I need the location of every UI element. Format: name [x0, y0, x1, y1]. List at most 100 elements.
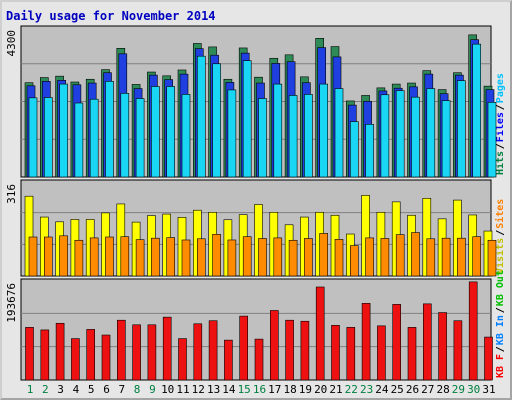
bar-sites-day-15 [242, 236, 252, 277]
bar-kb-f-day-31 [484, 336, 493, 381]
bar-sites-day-22 [349, 245, 359, 277]
x-tick-label-7: 7 [118, 383, 125, 396]
legend-pages: Pages [495, 73, 506, 103]
bar-sites-day-31 [487, 239, 497, 277]
x-tick-label-27: 27 [421, 383, 434, 396]
bar-kb-f-day-22 [346, 327, 356, 381]
x-tick-label-30: 30 [467, 383, 480, 396]
x-tick-label-19: 19 [299, 383, 312, 396]
bar-kb-f-day-13 [208, 320, 218, 381]
bar-kb-f-day-23 [361, 303, 371, 381]
bar-kb-f-day-20 [315, 286, 325, 381]
bar-kb-f-day-26 [407, 327, 417, 381]
legend-separator: / [495, 104, 506, 110]
bar-kb-f-day-3 [55, 322, 65, 381]
bar-kb-f-day-11 [178, 338, 187, 381]
bar-sites-day-4 [74, 239, 84, 277]
bar-sites-day-16 [258, 238, 267, 277]
bar-pages-day-10 [166, 86, 175, 178]
bar-sites-day-2 [43, 236, 53, 277]
bar-kb-f-day-25 [392, 304, 402, 381]
bar-kb-f-day-16 [254, 338, 264, 381]
bar-pages-day-27 [426, 88, 436, 178]
bar-sites-day-17 [273, 237, 283, 277]
bar-pages-day-8 [135, 98, 145, 178]
bar-sites-day-25 [395, 234, 405, 277]
bar-kb-f-day-5 [86, 329, 95, 381]
bar-sites-day-8 [135, 239, 145, 277]
bar-kb-f-day-8 [132, 324, 141, 381]
legend-kb-in: KB In [495, 315, 506, 345]
bar-pages-day-18 [288, 95, 298, 178]
bar-kb-f-day-14 [224, 339, 233, 381]
bar-sites-day-27 [426, 238, 436, 277]
x-tick-label-3: 3 [57, 383, 64, 396]
x-tick-label-6: 6 [103, 383, 110, 396]
bar-kb-f-day-28 [438, 312, 447, 381]
bar-sites-day-19 [304, 238, 313, 277]
bar-sites-day-24 [380, 238, 390, 277]
legend-separator: / [495, 307, 506, 313]
bar-pages-day-31 [487, 102, 497, 178]
bar-sites-day-13 [212, 234, 221, 277]
x-tick-label-1: 1 [27, 383, 34, 396]
bar-pages-day-9 [151, 86, 160, 178]
bar-kb-f-day-30 [468, 281, 478, 381]
x-tick-label-11: 11 [176, 383, 189, 396]
x-tick-label-25: 25 [391, 383, 404, 396]
bar-sites-day-9 [151, 237, 160, 277]
bar-pages-day-12 [197, 55, 206, 178]
bar-sites-day-14 [227, 239, 237, 277]
bar-kb-f-day-15 [239, 315, 248, 381]
bar-pages-day-20 [319, 83, 329, 178]
bar-kb-f-day-12 [193, 323, 203, 381]
bar-pages-day-22 [349, 121, 359, 178]
bar-pages-day-13 [212, 63, 221, 178]
x-tick-label-9: 9 [149, 383, 156, 396]
bar-pages-day-26 [411, 96, 420, 178]
bar-sites-day-30 [472, 236, 482, 277]
bar-kb-f-day-10 [162, 316, 172, 381]
bar-sites-day-28 [441, 237, 451, 277]
bar-kb-f-day-4 [71, 338, 80, 381]
bar-pages-day-23 [365, 124, 374, 178]
bar-sites-day-29 [457, 237, 466, 277]
x-tick-label-10: 10 [161, 383, 174, 396]
bar-pages-day-19 [304, 94, 313, 178]
bar-sites-day-23 [365, 237, 374, 277]
bar-pages-day-14 [227, 89, 237, 178]
bar-sites-day-5 [89, 237, 99, 277]
bar-kb-f-day-21 [331, 325, 340, 381]
bar-kb-f-day-7 [117, 319, 126, 381]
bar-pages-day-16 [258, 98, 267, 178]
bar-pages-day-24 [380, 94, 390, 178]
x-tick-label-22: 22 [345, 383, 358, 396]
bar-pages-day-21 [334, 88, 344, 178]
x-tick-label-24: 24 [375, 383, 389, 396]
bar-sites-day-6 [105, 236, 114, 277]
legend-hits: Hits [494, 151, 506, 175]
bar-pages-day-30 [472, 43, 482, 178]
legend-kb-out: KB Out [495, 270, 506, 306]
bar-kb-f-day-19 [300, 320, 310, 381]
x-tick-label-31: 31 [482, 383, 495, 396]
x-tick-label-14: 14 [222, 383, 236, 396]
bar-kb-f-day-9 [147, 324, 157, 381]
x-tick-label-15: 15 [238, 383, 251, 396]
bar-pages-day-15 [242, 60, 252, 178]
x-tick-label-2: 2 [42, 383, 49, 396]
x-tick-label-29: 29 [452, 383, 465, 396]
legend-separator: / [495, 143, 506, 149]
x-tick-label-5: 5 [88, 383, 95, 396]
bar-pages-day-28 [441, 100, 451, 178]
bar-kb-f-day-17 [269, 310, 279, 381]
x-tick-label-8: 8 [134, 383, 141, 396]
legend-files: Files [494, 112, 506, 142]
y-max-label: 4300 [5, 30, 18, 57]
bar-kb-f-day-29 [453, 320, 463, 381]
bar-pages-day-5 [89, 98, 99, 178]
x-tick-label-12: 12 [192, 383, 205, 396]
bar-sites-day-26 [411, 232, 420, 277]
